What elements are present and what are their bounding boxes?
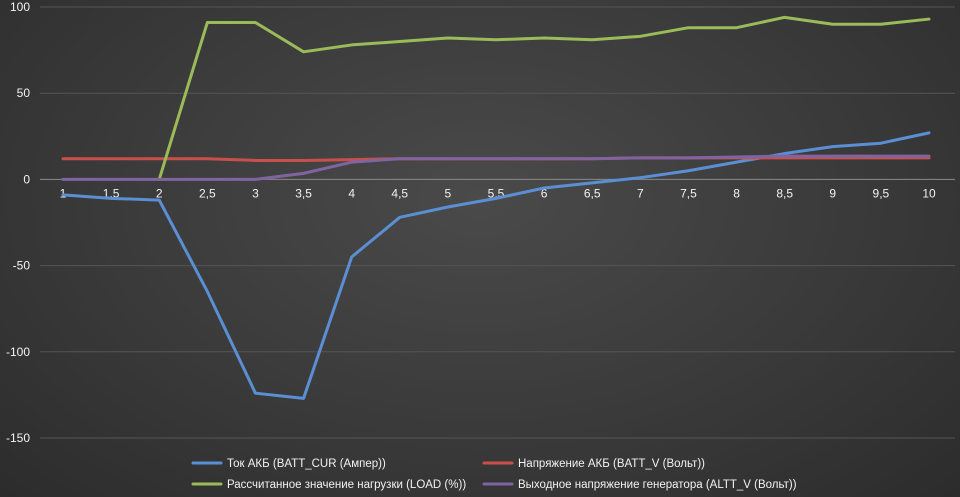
legend-item-2: Рассчитанное значение нагрузки (LOAD (%)… bbox=[191, 479, 466, 491]
x-tick-label: 2 bbox=[156, 186, 163, 200]
series-line-3 bbox=[61, 154, 931, 181]
series-lines bbox=[61, 15, 931, 400]
x-tick-label: 7,5 bbox=[680, 186, 697, 200]
legend-label: Ток АКБ (BATT_CUR (Ампер)) bbox=[227, 458, 386, 470]
y-tick-label: 0 bbox=[23, 172, 30, 186]
y-tick-label: -50 bbox=[13, 259, 31, 273]
y-tick-label: 100 bbox=[10, 0, 30, 14]
x-tick-label: 6,5 bbox=[584, 186, 601, 200]
y-axis-tick-labels: 100 50 0 -50 -100 -150 bbox=[6, 0, 30, 445]
series-line-0 bbox=[61, 131, 931, 400]
legend-item-0: Ток АКБ (BATT_CUR (Ампер)) bbox=[191, 458, 386, 470]
x-tick-label: 10 bbox=[922, 186, 936, 200]
x-tick-label: 3,5 bbox=[295, 186, 312, 200]
legend: Ток АКБ (BATT_CUR (Ампер)) Напряжение АКБ… bbox=[191, 458, 797, 491]
legend-label: Выходное напряжение генератора (ALTT_V (… bbox=[518, 479, 797, 491]
series-line-2 bbox=[157, 15, 931, 181]
legend-item-1: Напряжение АКБ (BATT_V (Вольт)) bbox=[482, 458, 705, 470]
y-tick-label: -100 bbox=[6, 345, 30, 359]
x-tick-label: 5 bbox=[445, 186, 452, 200]
legend-label: Рассчитанное значение нагрузки (LOAD (%)… bbox=[227, 479, 466, 491]
x-tick-label: 6 bbox=[541, 186, 548, 200]
x-tick-label: 3 bbox=[252, 186, 259, 200]
x-tick-label: 9 bbox=[829, 186, 836, 200]
x-tick-label: 2,5 bbox=[199, 186, 216, 200]
gridlines bbox=[40, 6, 955, 439]
x-tick-label: 1 bbox=[60, 186, 67, 200]
x-tick-label: 8 bbox=[733, 186, 740, 200]
x-tick-label: 8,5 bbox=[776, 186, 793, 200]
legend-label: Напряжение АКБ (BATT_V (Вольт)) bbox=[518, 458, 705, 470]
legend-item-3: Выходное напряжение генератора (ALTT_V (… bbox=[482, 479, 797, 491]
x-tick-label: 9,5 bbox=[873, 186, 890, 200]
x-tick-label: 7 bbox=[637, 186, 644, 200]
y-tick-label: -150 bbox=[6, 431, 30, 445]
x-tick-label: 4,5 bbox=[391, 186, 408, 200]
y-tick-label: 50 bbox=[17, 86, 31, 100]
x-axis-tick-labels: 1 1,5 2 2,5 3 3,5 4 4,5 5 5,5 6 6,5 7 7,5 8 8,5 9 9,5 10 bbox=[60, 186, 936, 200]
x-tick-label: 4 bbox=[348, 186, 355, 200]
